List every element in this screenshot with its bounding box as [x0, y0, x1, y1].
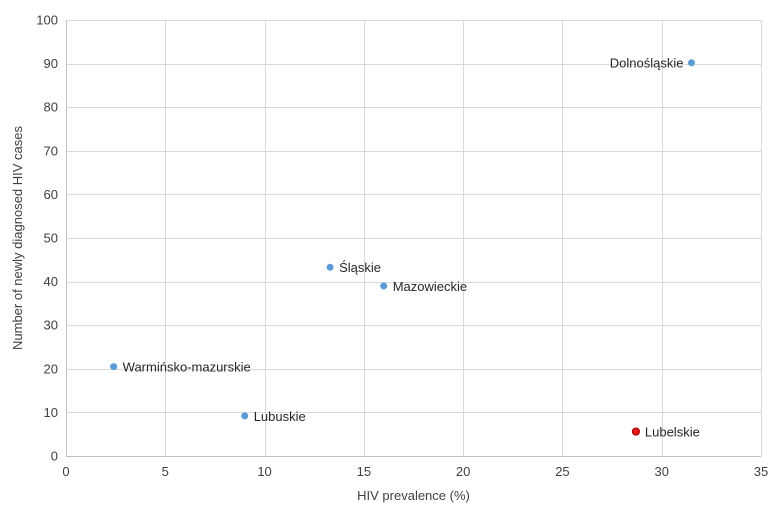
y-tick-label: 60 [44, 187, 58, 202]
data-point-label: Lubelskie [645, 425, 700, 440]
x-tick-label: 5 [162, 464, 169, 479]
y-tick-label: 100 [36, 13, 58, 28]
x-tick-label: 30 [654, 464, 668, 479]
y-tick-label: 0 [51, 449, 58, 464]
data-point-label: Śląskie [339, 260, 381, 275]
data-point-label: Lubuskie [254, 409, 306, 424]
data-point [326, 263, 334, 271]
data-point-label: Mazowieckie [393, 279, 467, 294]
y-tick-label: 70 [44, 143, 58, 158]
tick-labels: 0 5 10 15 20 25 30 35 0 10 20 30 40 50 60 70 80 90 100 [36, 13, 768, 480]
y-tick-label: 90 [44, 56, 58, 71]
data-point [631, 427, 641, 436]
x-tick-label: 20 [456, 464, 470, 479]
y-tick-label: 50 [44, 231, 58, 246]
y-tick-label: 30 [44, 318, 58, 333]
x-tick-label: 10 [257, 464, 271, 479]
data-point [688, 59, 695, 67]
data-points: Dolnośląskie Śląskie Mazowieckie Warmińsko-… [110, 56, 700, 440]
x-tick-label: 0 [62, 464, 69, 479]
y-tick-label: 10 [44, 405, 58, 420]
data-point [110, 363, 118, 371]
data-point-label: Warmińsko-mazurskie [123, 360, 251, 375]
x-tick-label: 15 [357, 464, 371, 479]
data-point [380, 282, 388, 290]
data-point [241, 412, 249, 420]
x-tick-label: 35 [754, 464, 768, 479]
y-tick-label: 80 [44, 100, 58, 115]
y-tick-label: 40 [44, 274, 58, 289]
axes [66, 20, 761, 457]
y-axis-title: Number of newly diagnosed HIV cases [10, 126, 25, 351]
gridlines [66, 20, 762, 456]
y-tick-label: 20 [44, 361, 58, 376]
x-axis-title: HIV prevalence (%) [357, 488, 470, 503]
data-point-label: Dolnośląskie [610, 56, 684, 71]
x-tick-label: 25 [555, 464, 569, 479]
